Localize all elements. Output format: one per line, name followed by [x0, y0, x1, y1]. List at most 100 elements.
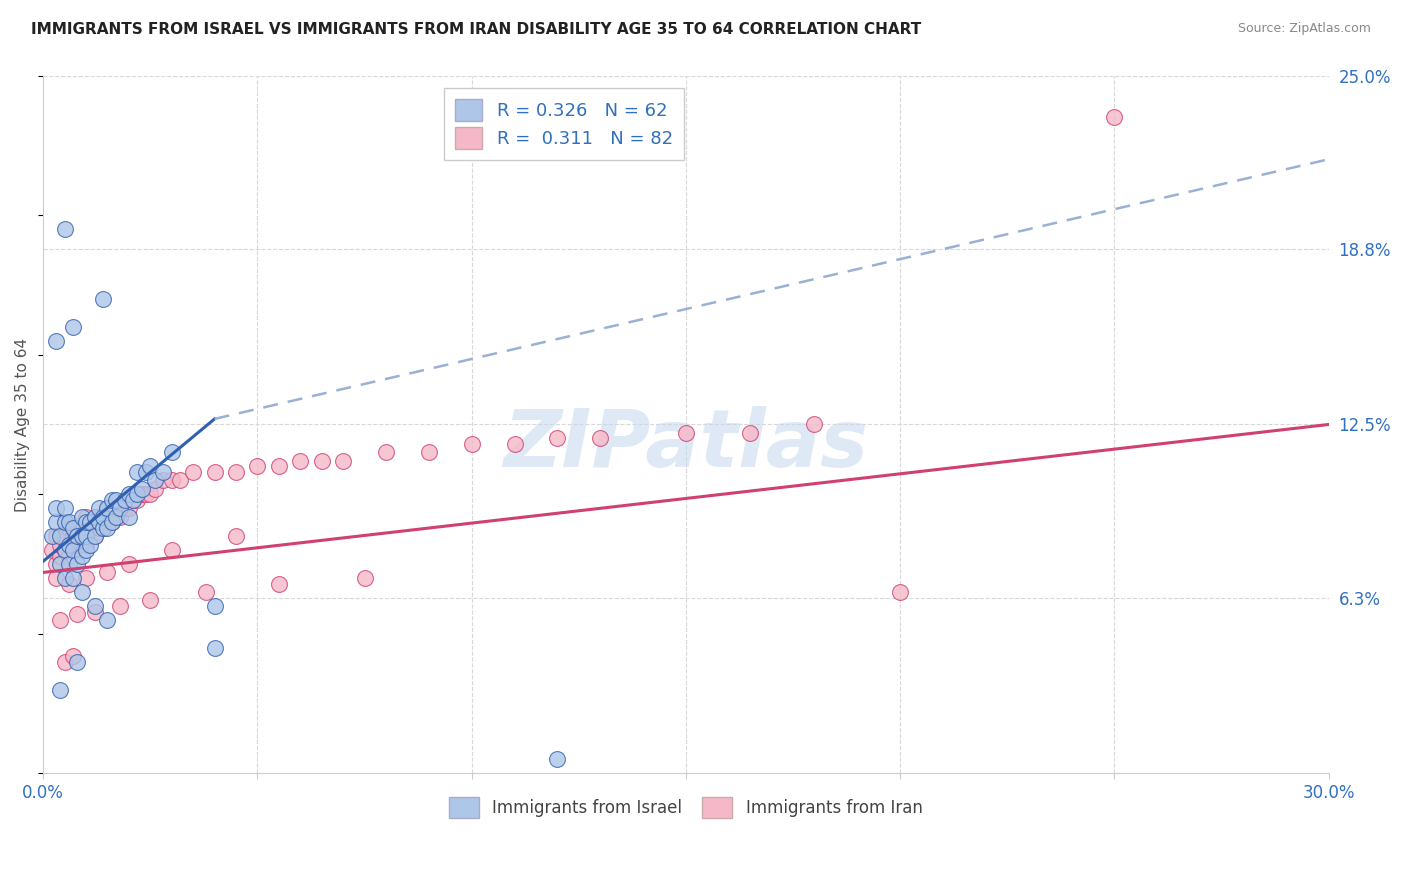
Point — [96, 521, 118, 535]
Text: IMMIGRANTS FROM ISRAEL VS IMMIGRANTS FROM IRAN DISABILITY AGE 35 TO 64 CORRELATI: IMMIGRANTS FROM ISRAEL VS IMMIGRANTS FRO… — [31, 22, 921, 37]
Point — [87, 509, 110, 524]
Point — [114, 501, 136, 516]
Text: ZIPatlas: ZIPatlas — [503, 407, 869, 484]
Point — [75, 509, 97, 524]
Point — [118, 557, 141, 571]
Point — [889, 585, 911, 599]
Point — [546, 752, 568, 766]
Y-axis label: Disability Age 35 to 64: Disability Age 35 to 64 — [15, 337, 30, 511]
Point — [131, 487, 153, 501]
Point — [91, 509, 114, 524]
Point — [41, 529, 63, 543]
Point — [83, 529, 105, 543]
Point — [169, 473, 191, 487]
Point — [118, 487, 141, 501]
Point — [79, 529, 101, 543]
Point — [135, 487, 157, 501]
Point — [803, 417, 825, 432]
Point — [45, 529, 67, 543]
Point — [195, 585, 218, 599]
Point — [100, 492, 122, 507]
Point — [58, 549, 80, 563]
Point — [53, 543, 76, 558]
Point — [139, 459, 162, 474]
Point — [96, 515, 118, 529]
Point — [49, 682, 72, 697]
Point — [75, 571, 97, 585]
Point — [66, 537, 89, 551]
Point — [53, 515, 76, 529]
Point — [66, 529, 89, 543]
Legend: Immigrants from Israel, Immigrants from Iran: Immigrants from Israel, Immigrants from … — [443, 790, 929, 824]
Point — [62, 521, 84, 535]
Point — [225, 529, 247, 543]
Point — [66, 557, 89, 571]
Point — [105, 492, 128, 507]
Point — [87, 521, 110, 535]
Point — [53, 655, 76, 669]
Point — [75, 537, 97, 551]
Point — [139, 487, 162, 501]
Point — [53, 529, 76, 543]
Point — [49, 537, 72, 551]
Point — [79, 515, 101, 529]
Point — [70, 521, 93, 535]
Point — [75, 515, 97, 529]
Point — [45, 571, 67, 585]
Point — [70, 549, 93, 563]
Point — [53, 571, 76, 585]
Point — [160, 473, 183, 487]
Point — [53, 501, 76, 516]
Point — [62, 529, 84, 543]
Point — [503, 437, 526, 451]
Point — [110, 501, 132, 516]
Text: Source: ZipAtlas.com: Source: ZipAtlas.com — [1237, 22, 1371, 36]
Point — [41, 543, 63, 558]
Point — [375, 445, 398, 459]
Point — [267, 459, 290, 474]
Point — [246, 459, 269, 474]
Point — [418, 445, 440, 459]
Point — [75, 521, 97, 535]
Point — [114, 492, 136, 507]
Point — [58, 557, 80, 571]
Point — [122, 492, 145, 507]
Point — [118, 501, 141, 516]
Point — [105, 509, 128, 524]
Point — [110, 509, 132, 524]
Point — [66, 521, 89, 535]
Point — [49, 613, 72, 627]
Point — [91, 509, 114, 524]
Point — [70, 537, 93, 551]
Point — [83, 605, 105, 619]
Point — [96, 501, 118, 516]
Point — [91, 292, 114, 306]
Point — [62, 649, 84, 664]
Point — [49, 549, 72, 563]
Point — [75, 543, 97, 558]
Point — [45, 334, 67, 348]
Point — [460, 437, 482, 451]
Point — [45, 557, 67, 571]
Point — [70, 509, 93, 524]
Point — [740, 425, 762, 440]
Point — [45, 501, 67, 516]
Point — [181, 465, 204, 479]
Point — [79, 515, 101, 529]
Point — [143, 473, 166, 487]
Point — [100, 515, 122, 529]
Point — [66, 607, 89, 622]
Point — [100, 501, 122, 516]
Point — [589, 432, 612, 446]
Point — [53, 543, 76, 558]
Point — [62, 543, 84, 558]
Point — [79, 537, 101, 551]
Point — [311, 454, 333, 468]
Point — [353, 571, 375, 585]
Point — [152, 473, 174, 487]
Point — [105, 509, 128, 524]
Point — [96, 566, 118, 580]
Point — [546, 432, 568, 446]
Point — [100, 515, 122, 529]
Point — [83, 515, 105, 529]
